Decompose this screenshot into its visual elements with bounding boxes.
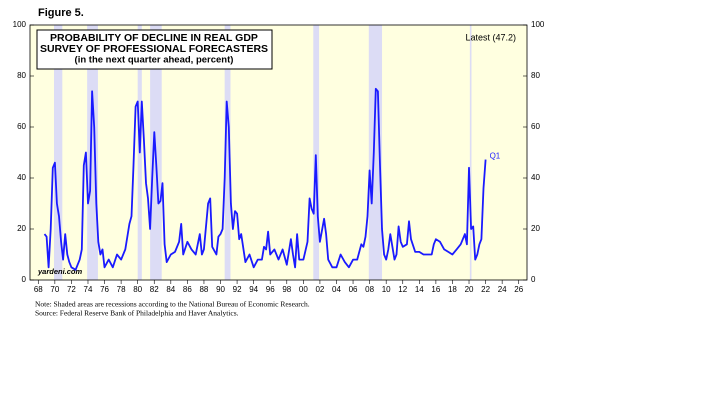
watermark: yardeni.com (37, 267, 83, 276)
x-tick-label: 76 (100, 285, 109, 294)
recession-band (87, 25, 98, 280)
x-tick-label: 10 (382, 285, 391, 294)
x-tick-label: 84 (166, 285, 175, 294)
x-tick-label: 16 (431, 285, 440, 294)
x-tick-label: 90 (216, 285, 225, 294)
x-tick-label: 04 (332, 285, 341, 294)
x-tick-label: 82 (150, 285, 159, 294)
x-tick-label: 22 (481, 285, 490, 294)
figure-label: Figure 5. (38, 7, 84, 19)
x-tick-label: 02 (315, 285, 324, 294)
x-tick-label: 12 (398, 285, 407, 294)
x-tick-label: 06 (349, 285, 358, 294)
x-tick-label: 14 (415, 285, 424, 294)
recession-band (469, 25, 472, 280)
x-tick-label: 24 (498, 285, 507, 294)
y-tick-label: 80 (17, 71, 26, 80)
y2-tick-label: 60 (531, 122, 540, 131)
y-tick-label: 100 (13, 20, 27, 29)
x-tick-label: 26 (514, 285, 523, 294)
x-tick-label: 00 (299, 285, 308, 294)
last-point-label: Q1 (490, 152, 501, 161)
y2-tick-label: 20 (531, 224, 540, 233)
note: Source: Federal Reserve Bank of Philadel… (35, 309, 239, 318)
y-tick-label: 0 (22, 275, 27, 284)
note: Note: Shaded areas are recessions accord… (35, 300, 310, 309)
x-tick-label: 18 (448, 285, 457, 294)
x-tick-label: 68 (34, 285, 43, 294)
y-tick-label: 20 (17, 224, 26, 233)
plot-frame (29, 24, 528, 281)
x-tick-label: 96 (266, 285, 275, 294)
recession-band (54, 25, 63, 280)
x-tick-label: 94 (249, 285, 258, 294)
x-tick-label: 20 (465, 285, 474, 294)
y2-tick-label: 0 (531, 275, 536, 284)
y2-tick-label: 80 (531, 71, 540, 80)
x-tick-label: 92 (233, 285, 242, 294)
title-box (36, 29, 273, 70)
y-tick-label: 60 (17, 122, 26, 131)
x-tick-label: 78 (117, 285, 126, 294)
x-tick-label: 74 (84, 285, 93, 294)
recession-band (313, 25, 320, 280)
x-tick-label: 86 (183, 285, 192, 294)
y2-tick-label: 100 (531, 20, 545, 29)
x-tick-label: 80 (133, 285, 142, 294)
chart-title: (in the next quarter ahead, percent) (75, 55, 234, 66)
x-tick-label: 08 (365, 285, 374, 294)
chart-title: PROBABILITY OF DECLINE IN REAL GDP (50, 32, 258, 44)
x-tick-label: 70 (50, 285, 59, 294)
data-line (43, 87, 487, 271)
recession-band (224, 25, 231, 280)
x-tick-label: 72 (67, 285, 76, 294)
x-tick-label: 88 (199, 285, 208, 294)
chart-title: SURVEY OF PROFESSIONAL FORECASTERS (40, 43, 268, 55)
y-tick-label: 40 (17, 173, 26, 182)
x-tick-label: 98 (282, 285, 291, 294)
y2-tick-label: 40 (531, 173, 540, 182)
recession-band (368, 25, 383, 280)
latest-annotation: Latest (47.2) (465, 32, 516, 42)
